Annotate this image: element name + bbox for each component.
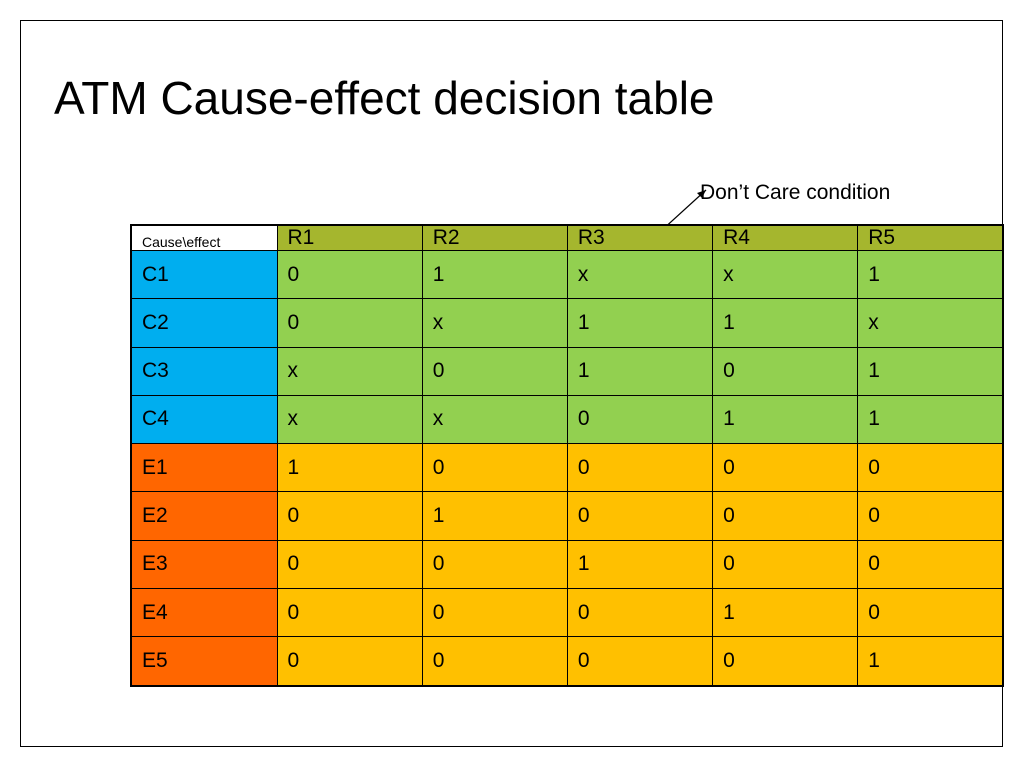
table-cell: 1 — [421, 249, 568, 300]
effect-row-label: E1 — [130, 443, 278, 493]
table-cell: x — [857, 298, 1004, 348]
cause-row: C3 x 0 1 0 1 — [130, 346, 1004, 396]
table-cell: 1 — [857, 394, 1004, 445]
table-cell: 1 — [712, 587, 859, 638]
table-cell: 1 — [421, 491, 568, 541]
cause-row-label: C2 — [130, 298, 278, 348]
effect-row: E2 0 1 0 0 0 — [130, 491, 1004, 541]
table-cell: x — [566, 249, 714, 300]
table-cell: 0 — [276, 636, 423, 687]
table-cell: 0 — [712, 346, 859, 396]
table-cell: 1 — [566, 539, 714, 589]
table-cell: 0 — [566, 636, 714, 687]
table-cell: 1 — [857, 249, 1004, 300]
table-cell: 0 — [857, 491, 1004, 541]
effect-row: E5 0 0 0 0 1 — [130, 636, 1004, 687]
effect-row-label: E2 — [130, 491, 278, 541]
cause-row-label: C3 — [130, 346, 278, 396]
table-body: C1 0 1 x x 1 C2 0 x 1 1 x C3 x 0 1 0 1 C4 x x 0 1 1 E1 1 0 0 0 0 E2 0 1 0… — [130, 249, 1004, 687]
table-cell: x — [276, 346, 423, 396]
dont-care-callout: Don’t Care condition — [700, 181, 891, 204]
effect-row: E3 0 0 1 0 0 — [130, 539, 1004, 589]
table-cell: 1 — [566, 346, 714, 396]
table-cell: x — [421, 298, 568, 348]
table-cell: 0 — [712, 636, 859, 687]
table-cell: 0 — [566, 443, 714, 493]
corner-cell: Cause\effect — [130, 224, 278, 251]
table-cell: 0 — [276, 298, 423, 348]
table-cell: 0 — [712, 539, 859, 589]
slide-title: ATM Cause-effect decision table — [54, 72, 715, 124]
table-cell: 1 — [712, 394, 859, 445]
table-cell: 0 — [566, 394, 714, 445]
table-cell: 0 — [276, 491, 423, 541]
table-cell: x — [712, 249, 859, 300]
rule-header: R5 — [857, 224, 1004, 251]
effect-row: E4 0 0 0 1 0 — [130, 587, 1004, 638]
table-cell: 0 — [566, 587, 714, 638]
cause-row-label: C4 — [130, 394, 278, 445]
table-cell: 0 — [857, 443, 1004, 493]
table-cell: 0 — [421, 587, 568, 638]
effect-row-label: E5 — [130, 636, 278, 687]
table-cell: 1 — [857, 346, 1004, 396]
table-cell: 0 — [276, 539, 423, 589]
cause-row-label: C1 — [130, 249, 278, 300]
table-cell: 1 — [566, 298, 714, 348]
rule-header: R4 — [712, 224, 859, 251]
rule-header: R3 — [566, 224, 714, 251]
table-cell: 0 — [857, 587, 1004, 638]
table-cell: 0 — [276, 587, 423, 638]
table-cell: 0 — [421, 539, 568, 589]
cause-row: C2 0 x 1 1 x — [130, 298, 1004, 348]
rules-header-row: Cause\effect R1 R2 R3 R4 R5 — [130, 224, 1004, 251]
effect-row-label: E3 — [130, 539, 278, 589]
table-cell: x — [421, 394, 568, 445]
effect-row-label: E4 — [130, 587, 278, 638]
table-cell: 0 — [566, 491, 714, 541]
decision-table: Cause\effect R1 R2 R3 R4 R5 C1 0 1 x x 1 C2 0 x 1… — [130, 224, 1004, 687]
table-cell: 1 — [712, 298, 859, 348]
table-cell: 0 — [421, 636, 568, 687]
cause-row: C1 0 1 x x 1 — [130, 249, 1004, 300]
effect-row: E1 1 0 0 0 0 — [130, 443, 1004, 493]
table-cell: 0 — [857, 539, 1004, 589]
table-cell: 0 — [712, 491, 859, 541]
table-cell: 0 — [712, 443, 859, 493]
table-cell: 0 — [276, 249, 423, 300]
table-cell: 1 — [276, 443, 423, 493]
table-cell: x — [276, 394, 423, 445]
table-cell: 0 — [421, 346, 568, 396]
table-cell: 0 — [421, 443, 568, 493]
table-cell: 1 — [857, 636, 1004, 687]
rule-header: R1 — [276, 224, 423, 251]
cause-row: C4 x x 0 1 1 — [130, 394, 1004, 445]
rule-header: R2 — [421, 224, 568, 251]
